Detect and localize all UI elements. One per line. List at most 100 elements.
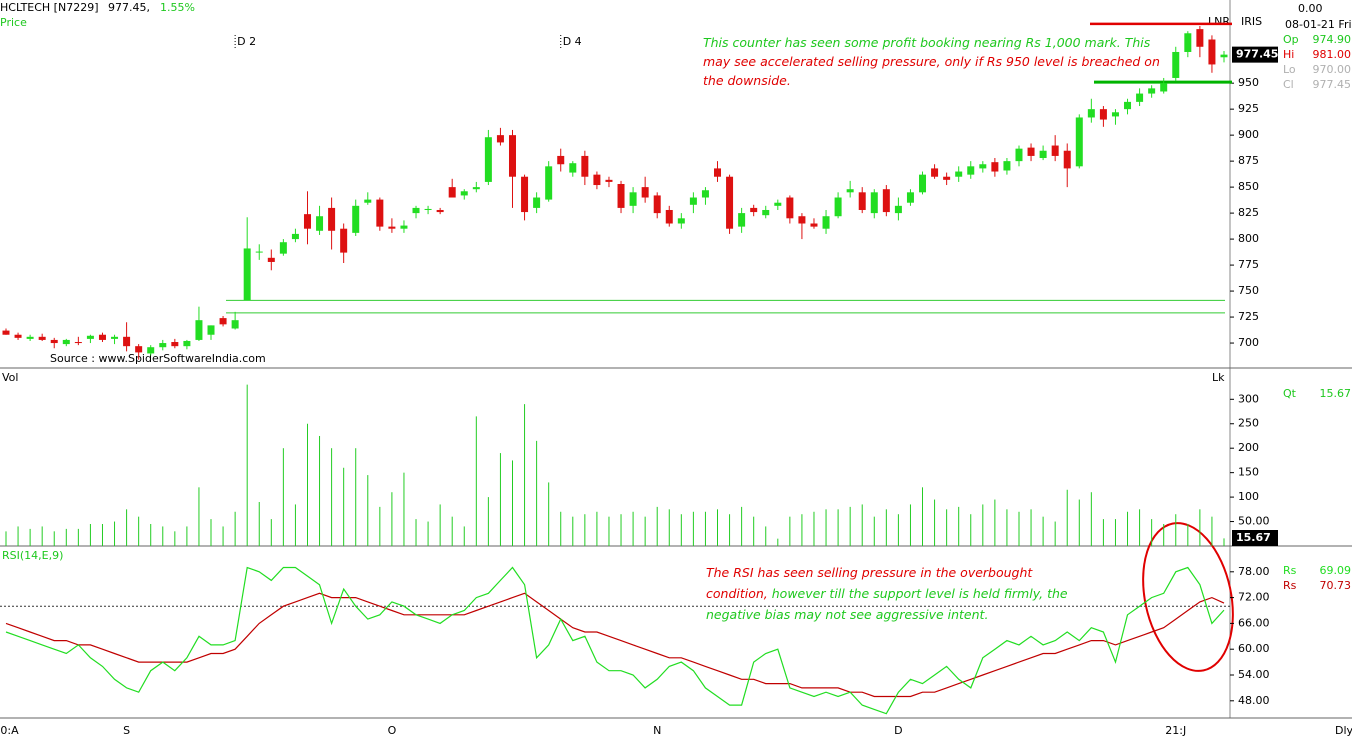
candle-body [689,197,697,205]
candle-body [38,336,46,340]
candle-body [557,155,565,165]
info-value: 977.45 [1313,78,1352,91]
candle-body [460,191,468,196]
info-value: 970.00 [1313,63,1352,76]
annotation: The RSI has seen selling pressure in the… [706,565,1033,580]
info-value: 981.00 [1313,48,1352,61]
candle-body [484,137,492,182]
candle-body [14,334,22,338]
candle-body [472,187,480,190]
last-price: 977.45, [108,1,150,14]
candle-body [798,216,806,224]
y-tick-label: 60.00 [1238,642,1270,655]
candle-body [98,334,106,340]
candle-body [846,189,854,193]
candle-body [508,135,516,177]
candle-body [171,342,179,347]
candle-body [991,162,999,172]
y-tick-label: 900 [1238,128,1259,141]
candle-body [74,342,82,344]
candle-body [316,216,324,231]
candle-body [255,251,263,253]
y-tick-label: 100 [1238,490,1259,503]
candle-body [1015,148,1023,162]
candle-body [1111,112,1119,117]
candle-body [894,205,902,214]
y-tick-label: 300 [1238,392,1259,405]
x-tick-label: D [894,724,902,737]
candle-body [1136,93,1144,102]
candle-body [376,199,384,227]
candle-body [581,155,589,177]
pane-label: Price [0,16,27,29]
pane-label: Vol [2,371,18,384]
event-label: D 2 [237,35,256,48]
y-tick-label: 775 [1238,258,1259,271]
candle-body [617,184,625,208]
y-tick-label: 750 [1238,284,1259,297]
candle-body [967,166,975,175]
annotation: the downside. [703,73,791,88]
y-tick-label: 150 [1238,466,1259,479]
candle-body [352,205,360,233]
annotation-text: however till the support level is held f… [772,586,1068,601]
candle-body [400,225,408,229]
y-tick-label: 825 [1238,206,1259,219]
change: 1.55% [160,1,195,14]
candle-body [111,336,119,339]
candle-body [1148,88,1156,94]
candle-body [593,174,601,186]
candle-body [340,228,348,253]
candle-body [714,168,722,177]
candle-body [424,208,432,210]
candle-body [50,339,58,344]
candle-body [834,197,842,217]
candle-body [1172,51,1180,78]
candle-body [665,209,673,224]
candle-body [1087,109,1095,118]
candle-body [328,207,336,231]
y-tick-label: 800 [1238,232,1259,245]
rsi-line [5,566,1225,715]
overlay-label: LNR [1208,15,1230,28]
candle-body [303,214,311,229]
period: Dly [1335,724,1352,737]
legend-value: 70.73 [1320,579,1352,592]
candle-body [243,248,251,301]
readout-label: Qt [1283,387,1297,400]
info-date: 08-01-21 Fri [1285,18,1352,31]
candle-body [810,223,818,227]
readout-value: 15.67 [1320,387,1352,400]
candle-body [641,187,649,198]
y-tick-label: 50.00 [1238,515,1270,528]
candle-body [750,207,758,213]
rsi-line [5,592,1225,698]
candle-body [786,197,794,219]
y-tick-label: 78.00 [1238,565,1270,578]
candle-body [1124,101,1132,110]
x-tick-label: N [653,724,661,737]
candle-body [436,209,444,213]
candle-body [159,343,167,348]
annotation-text: This counter has seen some profit bookin… [703,35,1151,50]
legend-value: 69.09 [1320,564,1352,577]
candle-body [943,176,951,180]
legend-label: Rs [1283,579,1297,592]
info-label: Hi [1283,48,1294,61]
candle-body [882,189,890,213]
candle-body [219,318,227,325]
value-tag-label: 15.67 [1236,531,1271,544]
candle-body [183,340,191,347]
candle-body [545,166,553,200]
candle-body [1003,161,1011,171]
y-tick-label: 850 [1238,180,1259,193]
candle-body [1063,150,1071,169]
annotation: condition, however till the support leve… [706,586,1068,601]
y-tick-label: 925 [1238,102,1259,115]
x-tick-label: 20:A [0,724,19,737]
candle-body [1160,83,1168,92]
price-tag [1232,46,1278,63]
candle-body [279,242,287,254]
info-label: Lo [1283,63,1296,76]
candle-body [207,325,215,335]
